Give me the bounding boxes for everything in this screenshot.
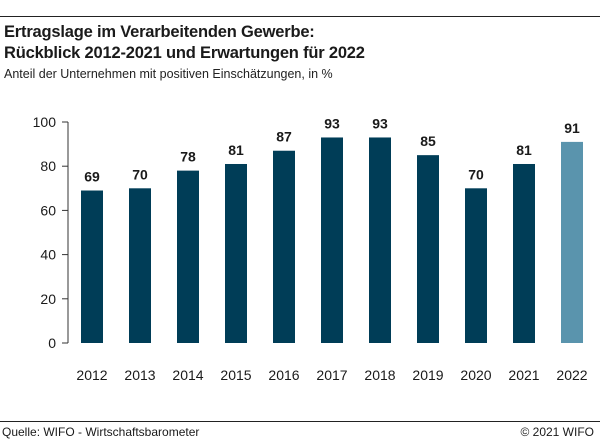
bar-2016: [273, 150, 295, 343]
data-label-2014: 78: [180, 149, 196, 165]
y-tick-label: 80: [40, 158, 56, 174]
bar-2022: [561, 141, 583, 343]
x-tick-label-2016: 2016: [268, 367, 299, 383]
bars: [81, 137, 583, 343]
y-tick-label: 20: [40, 291, 56, 307]
chart-title-line-2: Rückblick 2012-2021 und Erwartungen für …: [4, 44, 365, 62]
bar-2012: [81, 190, 103, 343]
x-tick-label-2022: 2022: [556, 367, 587, 383]
x-tick-label-2021: 2021: [508, 367, 539, 383]
source-note: Quelle: WIFO - Wirtschaftsbarometer: [2, 425, 200, 439]
data-label-2017: 93: [324, 115, 340, 131]
bar-chart: 0 20 40 60 80 100 69 70 78 81 87 93 93 85 70 81 91 2012…: [33, 114, 588, 383]
y-tick-label: 100: [33, 114, 57, 130]
bar-2019: [417, 155, 439, 343]
bar-2015: [225, 163, 247, 343]
bar-2017: [321, 137, 343, 343]
data-label-2020: 70: [468, 166, 484, 182]
x-tick-label-2018: 2018: [364, 367, 395, 383]
x-tick-label-2012: 2012: [76, 367, 107, 383]
y-tick-label: 40: [40, 247, 56, 263]
y-tick-label: 0: [48, 335, 56, 351]
bar-2018: [369, 137, 391, 343]
bar-2014: [177, 170, 199, 343]
data-label-2021: 81: [516, 142, 532, 158]
bar-2013: [129, 188, 151, 343]
data-label-2012: 69: [84, 169, 100, 185]
data-label-2016: 87: [276, 129, 292, 145]
data-labels: 69 70 78 81 87 93 93 85 70 81 91: [84, 115, 580, 184]
data-label-2018: 93: [372, 115, 388, 131]
x-tick-label-2014: 2014: [172, 367, 203, 383]
y-tick-label: 60: [40, 202, 56, 218]
x-axis: 2012 2013 2014 2015 2016 2017 2018 2019 2020 2021…: [76, 367, 587, 383]
bottom-rule: [0, 421, 600, 422]
data-label-2015: 81: [228, 142, 244, 158]
data-label-2019: 85: [420, 133, 436, 149]
chart-title: Ertragslage im Verarbeitenden Gewerbe: R…: [4, 22, 365, 64]
bar-2020: [465, 188, 487, 343]
x-tick-label-2017: 2017: [316, 367, 347, 383]
x-tick-label-2019: 2019: [412, 367, 443, 383]
x-tick-label-2015: 2015: [220, 367, 251, 383]
top-rule: [0, 16, 600, 17]
chart-title-line-1: Ertragslage im Verarbeitenden Gewerbe:: [4, 23, 315, 41]
data-label-2013: 70: [132, 166, 148, 182]
data-label-2022: 91: [564, 120, 580, 136]
y-axis: 0 20 40 60 80 100: [33, 114, 69, 351]
chart-subtitle: Anteil der Unternehmen mit positiven Ein…: [4, 67, 333, 81]
x-tick-label-2013: 2013: [124, 367, 155, 383]
x-tick-label-2020: 2020: [460, 367, 491, 383]
copyright-note: © 2021 WIFO: [520, 425, 594, 439]
bar-2021: [513, 163, 535, 343]
